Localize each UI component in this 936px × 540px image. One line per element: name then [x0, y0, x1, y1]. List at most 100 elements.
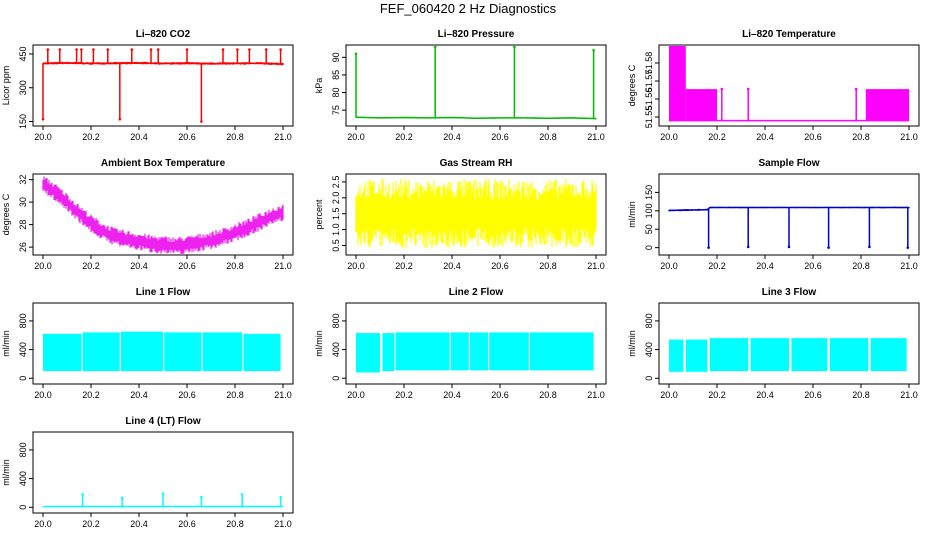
y-tick-label: 400 — [18, 471, 28, 486]
x-tick-label: 20.8 — [539, 261, 557, 271]
data-band-block — [865, 89, 909, 121]
data-band-block — [709, 338, 749, 372]
x-tick-label: 20.4 — [443, 261, 461, 271]
x-tick-label: 21.0 — [274, 390, 292, 400]
chart-panel-7: Line 1 Flow ml/min 20.0 20.2 20.4 20.6 20.8 21.… — [1, 287, 294, 400]
plot-frame — [345, 173, 607, 256]
spike-point — [41, 117, 45, 121]
data-band-block — [685, 89, 717, 121]
x-tick-label: 20.6 — [178, 390, 196, 400]
spike-point — [46, 48, 50, 51]
x-tick-label: 20.2 — [82, 390, 100, 400]
x-tick-label: 20.0 — [660, 261, 678, 271]
plot-frame — [345, 302, 607, 385]
x-tick-label: 20.6 — [178, 519, 196, 529]
data-layer — [669, 46, 909, 122]
y-tick-label: 800 — [18, 442, 28, 457]
series-line — [668, 206, 909, 212]
x-tick-label: 20.4 — [443, 390, 461, 400]
spike-point — [58, 48, 62, 51]
x-tick-label: 20.0 — [34, 390, 52, 400]
spike-point — [240, 493, 244, 496]
spike-point — [433, 46, 437, 49]
data-band-block — [243, 333, 281, 372]
x-tick-label: 20.8 — [539, 390, 557, 400]
x-tick-label: 21.0 — [900, 390, 918, 400]
chart-title: Line 3 Flow — [762, 287, 817, 298]
spike-point — [75, 48, 78, 51]
chart-panel-2: Li–820 Pressure kPa 20.0 20.2 20.4 20.6 20.8 21… — [314, 29, 607, 142]
y-tick-label: 0 — [644, 376, 654, 381]
spike-point — [156, 48, 160, 51]
x-tick-label: 21.0 — [587, 390, 605, 400]
spike-point — [279, 495, 282, 499]
x-tick-label: 20.2 — [708, 390, 726, 400]
y-tick-label: 32 — [18, 175, 28, 185]
y-tick-label: 0.5 — [331, 239, 341, 252]
y-axis-label: ml/min — [1, 459, 11, 486]
data-layer — [42, 492, 284, 508]
y-tick-label: 150 — [644, 185, 654, 200]
chart-panel-5: Gas Stream RH percent 20.0 20.2 20.4 20.6 20.8… — [314, 158, 607, 271]
spike-point — [707, 246, 710, 249]
y-tick-label: 30 — [18, 197, 28, 207]
y-tick-label: 450 — [18, 46, 28, 61]
y-tick-label: 80 — [331, 88, 341, 98]
chart-panel-1: Li–820 CO2 Licor ppm 20.0 20.2 20.4 20.6 20.8 2… — [1, 29, 294, 142]
x-tick-label: 20.6 — [491, 132, 509, 142]
x-tick-label: 20.0 — [34, 261, 52, 271]
data-band-block — [395, 332, 450, 371]
x-tick-label: 20.8 — [226, 132, 244, 142]
chart-panel-4: Ambient Box Temperature degrees C 20.0 20.2… — [1, 158, 294, 271]
plot-frame — [658, 173, 920, 256]
x-tick-label: 20.8 — [852, 261, 870, 271]
data-layer — [43, 331, 281, 372]
spike-point — [868, 245, 871, 249]
x-tick-label: 20.6 — [804, 261, 822, 271]
x-tick-label: 20.6 — [804, 390, 822, 400]
y-tick-label: 800 — [331, 313, 341, 328]
chart-title: Li–820 Pressure — [438, 29, 515, 40]
x-tick-label: 21.0 — [274, 261, 292, 271]
chart-panel-6: Sample Flow ml/min 20.0 20.2 20.4 20.6 20.8 21.… — [627, 158, 920, 271]
chart-panel-10: Line 4 (LT) Flow ml/min 20.0 20.2 20.4 20.6 20… — [1, 416, 294, 529]
y-tick-label: 100 — [644, 203, 654, 218]
y-axis-label: kPa — [314, 78, 324, 94]
x-tick-label: 20.2 — [82, 519, 100, 529]
y-tick-label: 51.55 — [644, 106, 654, 129]
y-tick-label: 800 — [644, 313, 654, 328]
y-axis-label: Licor ppm — [1, 66, 11, 106]
data-layer — [356, 332, 594, 373]
data-layer — [41, 48, 284, 123]
data-band-block — [82, 332, 120, 372]
spike-point — [200, 120, 203, 123]
y-tick-label: 0 — [331, 376, 341, 381]
x-tick-label: 20.2 — [395, 390, 413, 400]
x-tick-label: 20.2 — [395, 132, 413, 142]
x-tick-label: 20.4 — [756, 390, 774, 400]
x-tick-label: 20.2 — [708, 132, 726, 142]
plot-frame — [345, 44, 607, 127]
data-band-block — [489, 332, 529, 371]
page-title: FEF_060420 2 Hz Diagnostics — [379, 1, 557, 16]
spike-point — [906, 246, 910, 249]
data-band-block — [356, 333, 380, 373]
x-tick-label: 20.0 — [347, 261, 365, 271]
x-tick-label: 20.0 — [34, 132, 52, 142]
y-tick-label: 300 — [18, 80, 28, 95]
series-line — [355, 116, 597, 120]
x-tick-label: 20.6 — [491, 261, 509, 271]
y-tick-label: 150 — [18, 114, 28, 129]
y-tick-label: 26 — [18, 242, 28, 252]
chart-title: Li–820 CO2 — [136, 29, 191, 40]
x-tick-label: 20.6 — [178, 261, 196, 271]
spike-point — [854, 87, 858, 91]
spike-point — [130, 48, 134, 51]
x-tick-label: 20.0 — [660, 132, 678, 142]
spike-point — [80, 48, 83, 51]
x-tick-label: 20.8 — [852, 132, 870, 142]
y-axis-label: percent — [314, 199, 324, 230]
y-axis-label: degrees C — [627, 64, 637, 106]
spike-point — [354, 52, 358, 56]
spike-point — [149, 48, 153, 51]
